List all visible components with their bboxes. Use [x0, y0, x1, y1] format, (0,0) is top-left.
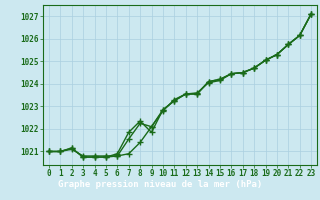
- Text: Graphe pression niveau de la mer (hPa): Graphe pression niveau de la mer (hPa): [58, 180, 262, 189]
